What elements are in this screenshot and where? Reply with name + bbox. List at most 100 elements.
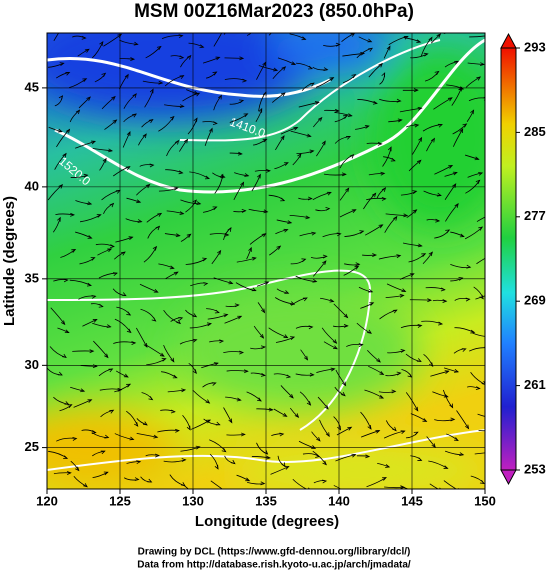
streamline-arrow bbox=[322, 254, 328, 259]
streamline bbox=[60, 249, 76, 258]
streamline-arrow bbox=[287, 220, 293, 224]
footer: Data from http://database.rish.kyoto-u.a… bbox=[137, 560, 411, 571]
streamline bbox=[180, 199, 201, 205]
streamline-arrow bbox=[161, 357, 167, 362]
streamline-arrow bbox=[126, 311, 132, 316]
streamline bbox=[70, 386, 85, 392]
streamline-arrow bbox=[323, 67, 329, 71]
streamline bbox=[269, 245, 281, 256]
streamline-arrow bbox=[251, 287, 257, 292]
streamline-arrow bbox=[487, 34, 491, 37]
streamline bbox=[273, 408, 287, 417]
streamline-arrow bbox=[302, 297, 308, 302]
streamline-arrow bbox=[215, 56, 221, 61]
streamline-arrow bbox=[332, 339, 338, 344]
streamline bbox=[53, 33, 60, 42]
streamline-arrow bbox=[283, 162, 289, 166]
streamline-arrow bbox=[92, 318, 98, 323]
streamline bbox=[99, 158, 107, 171]
streamline bbox=[456, 410, 469, 429]
streamline-arrow bbox=[343, 115, 349, 119]
streamline bbox=[366, 142, 382, 145]
streamline-arrow bbox=[58, 95, 64, 100]
streamline-arrow bbox=[103, 471, 109, 476]
streamline-arrow bbox=[91, 140, 97, 145]
streamline bbox=[444, 183, 457, 200]
streamline-arrow bbox=[71, 248, 77, 253]
x-tick-label: 135 bbox=[255, 493, 277, 508]
y-tick-label: 25 bbox=[25, 439, 39, 454]
streamline-arrow bbox=[64, 401, 70, 405]
streamline-arrow bbox=[87, 399, 93, 403]
x-axis-label: Longitude (degrees) bbox=[195, 513, 339, 530]
streamline-arrow bbox=[108, 368, 114, 373]
streamline-arrow bbox=[386, 45, 391, 51]
y-tick-label: 40 bbox=[25, 178, 39, 193]
streamline-arrow bbox=[58, 184, 64, 189]
streamline bbox=[432, 391, 448, 398]
streamline-arrow bbox=[345, 187, 350, 193]
streamline-arrow bbox=[297, 153, 302, 158]
streamline bbox=[136, 184, 150, 196]
streamline bbox=[164, 233, 180, 237]
streamline-arrow bbox=[149, 88, 154, 94]
streamline bbox=[258, 65, 278, 71]
streamline-arrow bbox=[440, 287, 446, 292]
streamline-arrow bbox=[322, 460, 327, 466]
streamline bbox=[368, 63, 383, 78]
streamline-arrow bbox=[444, 370, 450, 374]
streamline-arrow bbox=[376, 358, 381, 363]
streamline bbox=[73, 399, 92, 408]
streamline-arrow bbox=[347, 426, 353, 431]
streamline bbox=[312, 117, 323, 128]
streamline-arrow bbox=[393, 215, 398, 221]
streamline-arrow bbox=[261, 308, 266, 314]
streamline-arrow bbox=[382, 477, 387, 481]
streamline bbox=[290, 130, 311, 137]
streamline-arrow bbox=[260, 345, 266, 350]
streamline-arrow bbox=[478, 226, 484, 231]
streamline-arrow bbox=[59, 62, 65, 66]
streamline-arrow bbox=[434, 70, 440, 76]
streamline-arrow bbox=[179, 75, 185, 79]
streamline-arrow bbox=[170, 409, 176, 414]
streamline bbox=[469, 347, 485, 352]
streamline-arrow bbox=[391, 389, 397, 394]
streamline bbox=[251, 456, 271, 459]
streamline-arrow bbox=[148, 119, 154, 124]
streamline bbox=[289, 215, 310, 219]
streamline bbox=[122, 131, 131, 148]
streamline-arrow bbox=[243, 113, 249, 118]
streamline-arrow bbox=[108, 148, 114, 153]
streamline-arrow bbox=[416, 159, 422, 165]
streamline-arrow bbox=[159, 352, 165, 357]
streamline-arrow bbox=[257, 173, 261, 179]
streamline bbox=[339, 209, 356, 218]
streamline bbox=[465, 76, 481, 88]
streamline-arrow bbox=[195, 92, 201, 97]
streamline-arrow bbox=[337, 425, 341, 431]
streamline-arrow bbox=[260, 372, 266, 377]
streamline-arrow bbox=[263, 450, 269, 455]
streamline bbox=[53, 472, 71, 475]
streamline-arrow bbox=[62, 152, 67, 158]
streamline bbox=[383, 46, 391, 59]
streamline-arrow bbox=[364, 125, 370, 129]
streamline bbox=[236, 474, 250, 482]
streamline-arrow bbox=[240, 432, 246, 437]
streamline-arrow bbox=[199, 44, 205, 49]
axes: 120 125 130 135 140 145 150 25 30 35 40 45 253 261 269… bbox=[25, 33, 546, 508]
streamline-arrow bbox=[58, 29, 61, 33]
streamline bbox=[280, 127, 298, 135]
streamline bbox=[189, 171, 210, 179]
streamline bbox=[323, 173, 346, 176]
streamline bbox=[320, 297, 334, 302]
streamline-arrow bbox=[75, 109, 81, 115]
streamline-arrow bbox=[414, 488, 415, 489]
streamline-arrow bbox=[243, 369, 249, 374]
streamline bbox=[475, 295, 485, 300]
streamline-arrow bbox=[126, 131, 131, 136]
streamline-arrow bbox=[215, 421, 221, 426]
streamline-arrow bbox=[82, 78, 88, 83]
streamline-arrow bbox=[221, 448, 227, 453]
